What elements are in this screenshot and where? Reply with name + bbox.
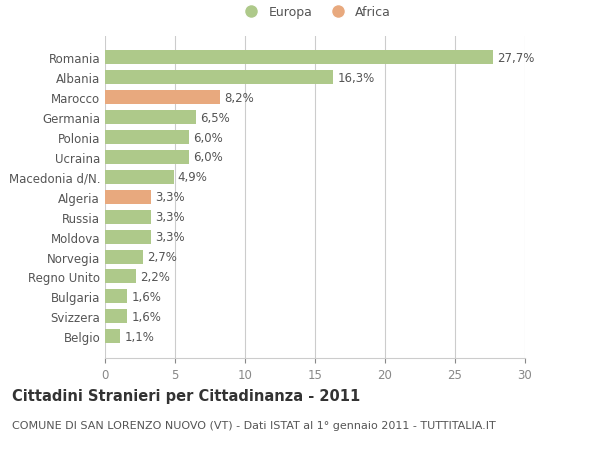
Bar <box>105 230 151 244</box>
Text: 27,7%: 27,7% <box>497 52 535 65</box>
Bar <box>105 111 196 125</box>
Bar <box>105 210 151 224</box>
Text: 1,6%: 1,6% <box>131 310 161 323</box>
Bar <box>105 330 121 343</box>
Legend: Europa, Africa: Europa, Africa <box>234 1 396 24</box>
Bar <box>105 131 189 145</box>
Bar <box>105 190 151 204</box>
Text: 4,9%: 4,9% <box>178 171 208 184</box>
Text: 8,2%: 8,2% <box>224 91 254 105</box>
Text: 1,6%: 1,6% <box>131 290 161 303</box>
Text: COMUNE DI SAN LORENZO NUOVO (VT) - Dati ISTAT al 1° gennaio 2011 - TUTTITALIA.IT: COMUNE DI SAN LORENZO NUOVO (VT) - Dati … <box>12 420 496 430</box>
Text: 3,3%: 3,3% <box>155 211 185 224</box>
Bar <box>105 290 127 304</box>
Text: 1,1%: 1,1% <box>125 330 154 343</box>
Bar <box>105 270 136 284</box>
Bar <box>105 151 189 165</box>
Bar <box>105 91 220 105</box>
Bar <box>105 171 173 185</box>
Bar <box>105 51 493 65</box>
Text: 2,7%: 2,7% <box>147 251 177 263</box>
Bar <box>105 250 143 264</box>
Text: 2,2%: 2,2% <box>140 270 170 283</box>
Text: 6,0%: 6,0% <box>193 131 223 144</box>
Text: 3,3%: 3,3% <box>155 230 185 244</box>
Text: Cittadini Stranieri per Cittadinanza - 2011: Cittadini Stranieri per Cittadinanza - 2… <box>12 388 360 403</box>
Text: 6,5%: 6,5% <box>200 112 230 124</box>
Text: 16,3%: 16,3% <box>337 72 374 84</box>
Text: 3,3%: 3,3% <box>155 191 185 204</box>
Text: 6,0%: 6,0% <box>193 151 223 164</box>
Bar <box>105 310 127 324</box>
Bar <box>105 71 333 85</box>
